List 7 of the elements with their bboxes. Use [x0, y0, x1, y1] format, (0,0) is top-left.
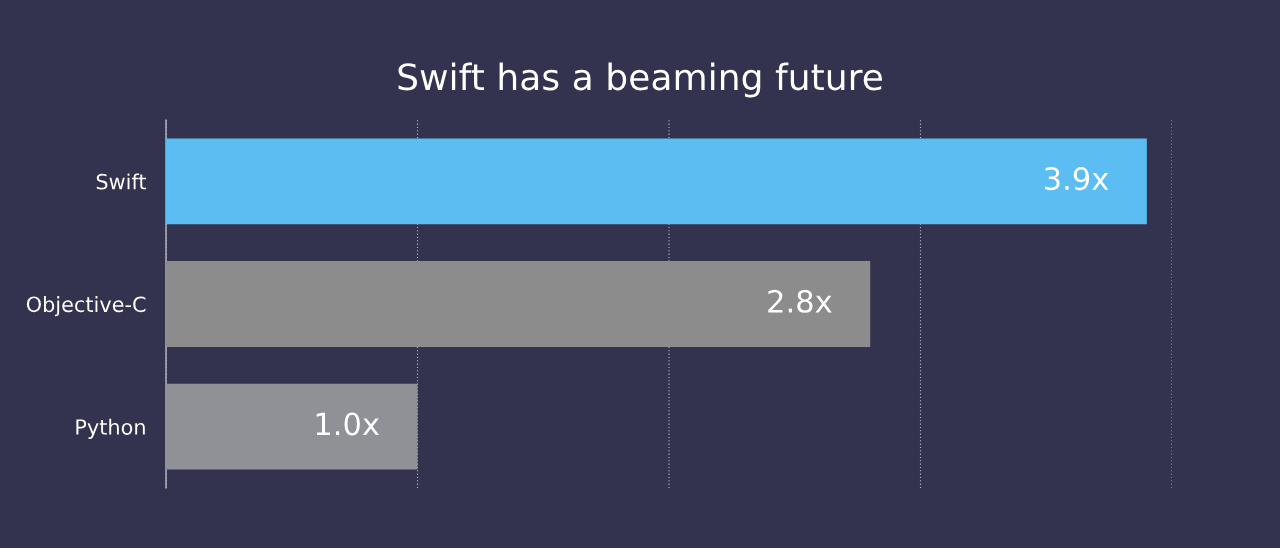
data-label: 3.9x — [1045, 167, 1109, 191]
y-tick-label: Python — [76, 418, 145, 439]
y-tick-label: Swift — [96, 173, 147, 190]
y-tick-label: Objective-C — [26, 296, 146, 317]
data-label: 2.8x — [768, 289, 832, 313]
chart-title: Swift has a beaming future — [398, 62, 882, 98]
data-label: 1.0x — [316, 412, 380, 436]
